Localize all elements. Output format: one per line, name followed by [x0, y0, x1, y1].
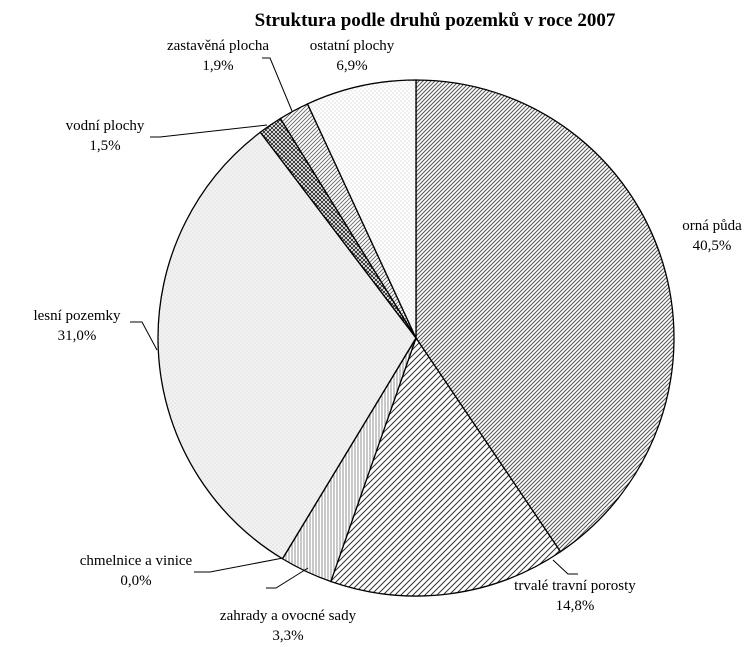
leader-line-vodní-plochy [150, 124, 268, 138]
slice-lesní-pozemky [157, 131, 417, 560]
slice-value-zahrady-a-ovocné-sady: 3,3% [272, 628, 303, 644]
slice-value-vodní-plochy: 1,5% [89, 138, 120, 154]
leader-line-zahrady-a-ovocné-sady [266, 567, 309, 589]
slice-labels: orná půda 40,5% trvalé travní porosty 14,8%… [33, 38, 742, 644]
slice-label-chmelnice-a-vinice: chmelnice a vinice [80, 553, 193, 569]
slice-value-trvalé-travní-porosty: 14,8% [556, 598, 595, 614]
slice-value-zastavěná-plocha: 1,9% [202, 58, 233, 74]
slice-value-lesní-pozemky: 31,0% [58, 328, 97, 344]
slice-trvalé-travní-porosty [329, 336, 562, 597]
slice-label-ostatní-plochy: ostatní plochy [310, 38, 395, 54]
slice-label-orná-půda: orná půda [682, 218, 742, 234]
pie-slices [157, 79, 675, 597]
slice-value-chmelnice-a-vinice: 0,0% [120, 573, 151, 589]
slice-label-lesní-pozemky: lesní pozemky [33, 308, 121, 324]
slice-label-trvalé-travní-porosty: trvalé travní porosty [514, 578, 636, 594]
slice-ostatní-plochy [306, 79, 417, 339]
slice-label-zastavěná-plocha: zastavěná plocha [167, 38, 269, 54]
leader-line-chmelnice-a-vinice [194, 557, 284, 573]
leader-lines [130, 57, 578, 589]
slice-value-ostatní-plochy: 6,9% [336, 58, 367, 74]
slice-value-orná-půda: 40,5% [693, 238, 732, 254]
slice-orná-půda [415, 79, 675, 553]
slice-label-vodní-plochy: vodní plochy [66, 118, 145, 134]
slice-label-zahrady-a-ovocné-sady: zahrady a ovocné sady [220, 608, 357, 624]
chart-title: Struktura podle druhů pozemků v roce 200… [255, 10, 616, 31]
leader-line-trvalé-travní-porosty [552, 559, 578, 575]
leader-line-lesní-pozemky [130, 321, 158, 351]
leader-line-zastavěná-plocha [262, 57, 293, 112]
